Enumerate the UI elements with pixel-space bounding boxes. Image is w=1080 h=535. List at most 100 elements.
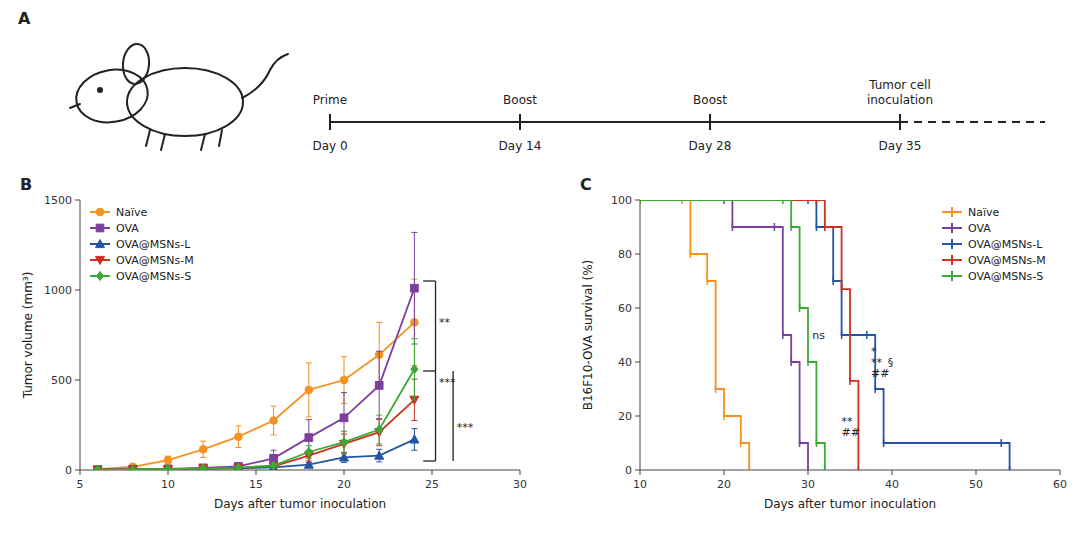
x-tick — [80, 470, 81, 475]
mouse-head — [72, 64, 152, 128]
error-bar — [411, 339, 417, 400]
censor-tick — [799, 304, 801, 312]
annotation: ns — [812, 329, 825, 342]
y-tick-label: 1500 — [44, 194, 72, 207]
censor-tick — [790, 358, 792, 366]
error-bar — [306, 446, 312, 459]
censor-tick — [816, 223, 818, 231]
y-tick-label: 500 — [51, 374, 72, 387]
censor-tick — [706, 277, 708, 285]
data-point — [200, 464, 207, 470]
y-tick — [75, 470, 80, 471]
y-tick — [635, 416, 640, 417]
censor-tick — [874, 385, 876, 393]
error-bar — [376, 351, 382, 419]
timeline-event: Prime — [313, 93, 347, 107]
survival-step — [640, 200, 749, 470]
x-tick-label: 15 — [249, 478, 263, 491]
censor-tick — [832, 277, 834, 285]
data-point — [164, 465, 171, 470]
legend: NaïveOVAOVA@MSNs-LOVA@MSNs-MOVA@MSNs-S — [90, 206, 194, 283]
error-bar — [411, 232, 417, 344]
x-tick-label: 30 — [513, 478, 527, 491]
data-point — [411, 284, 419, 292]
series — [640, 200, 858, 470]
timeline-line — [330, 121, 900, 123]
legend-marker — [951, 239, 953, 249]
censor-tick — [824, 223, 826, 231]
y-tick-label: 60 — [618, 302, 632, 315]
legend-label: OVA@MSNs-S — [116, 270, 191, 283]
legend-label: OVA — [116, 222, 139, 235]
error-bar — [235, 426, 241, 448]
y-axis-label: B16F10-OVA survival (%) — [581, 260, 595, 411]
censor-tick — [690, 250, 692, 258]
censor-tick — [807, 466, 809, 470]
data-point — [234, 464, 243, 470]
x-tick-label: 5 — [77, 478, 84, 491]
error-bar — [306, 363, 312, 417]
data-point — [340, 414, 348, 422]
survival-step — [640, 200, 825, 470]
data-point — [235, 463, 242, 470]
annotation: § — [888, 356, 894, 369]
mouse-legs — [146, 130, 222, 150]
x-tick-label: 20 — [337, 478, 351, 491]
data-point — [270, 417, 278, 425]
y-tick-label: 0 — [65, 464, 72, 477]
censor-tick — [748, 466, 750, 470]
censor-tick — [640, 200, 641, 204]
timeline-day: Day 35 — [879, 139, 922, 153]
series — [640, 200, 825, 470]
annotation: *** — [457, 421, 474, 434]
censor-tick — [841, 331, 843, 339]
data-point — [199, 465, 208, 470]
data-point — [93, 466, 102, 470]
censor-tick — [824, 466, 826, 470]
survival-step — [640, 200, 858, 470]
censor-tick — [715, 385, 717, 393]
legend-label: OVA@MSNs-L — [968, 238, 1043, 251]
y-tick — [635, 308, 640, 309]
censor-tick — [640, 200, 641, 204]
x-tick — [808, 470, 809, 475]
series-line — [98, 439, 415, 469]
legend-marker — [96, 272, 103, 281]
legend-label: OVA@MSNs-S — [968, 270, 1043, 283]
data-point — [128, 466, 137, 470]
legend-label: Naïve — [116, 206, 148, 219]
x-tick-label: 30 — [801, 478, 815, 491]
data-point — [93, 465, 102, 470]
error-bar — [376, 415, 382, 444]
significance-bracket — [423, 280, 435, 281]
y-tick-label: 100 — [611, 194, 632, 207]
x-tick-label: 20 — [717, 478, 731, 491]
x-tick-label: 10 — [633, 478, 647, 491]
censor-tick — [807, 358, 809, 366]
censor-tick — [732, 223, 734, 231]
x-tick — [344, 470, 345, 475]
censor-tick — [640, 200, 641, 204]
y-axis-label: Tumor volume (mm³) — [21, 272, 35, 400]
series — [640, 200, 1010, 470]
timeline-day: Day 28 — [689, 139, 732, 153]
mouse-nose — [70, 104, 80, 108]
censor-tick — [640, 200, 641, 204]
series — [93, 379, 419, 470]
error-bar — [341, 431, 347, 453]
legend-label: OVA — [968, 222, 991, 235]
timeline-event-line: Boost — [503, 93, 537, 107]
x-axis-line — [640, 470, 1060, 471]
data-point — [164, 466, 173, 471]
y-axis-line — [80, 200, 81, 470]
x-axis-label: Days after tumor inoculation — [214, 497, 386, 511]
data-point — [128, 465, 137, 470]
timeline-continuation — [900, 121, 1045, 123]
data-point — [164, 465, 173, 470]
annotation: ## — [842, 426, 860, 439]
significance-bracket — [435, 371, 436, 461]
legend-marker — [951, 223, 953, 233]
timeline-tick — [899, 114, 901, 130]
timeline-tick — [519, 114, 521, 130]
y-tick-label: 40 — [618, 356, 632, 369]
